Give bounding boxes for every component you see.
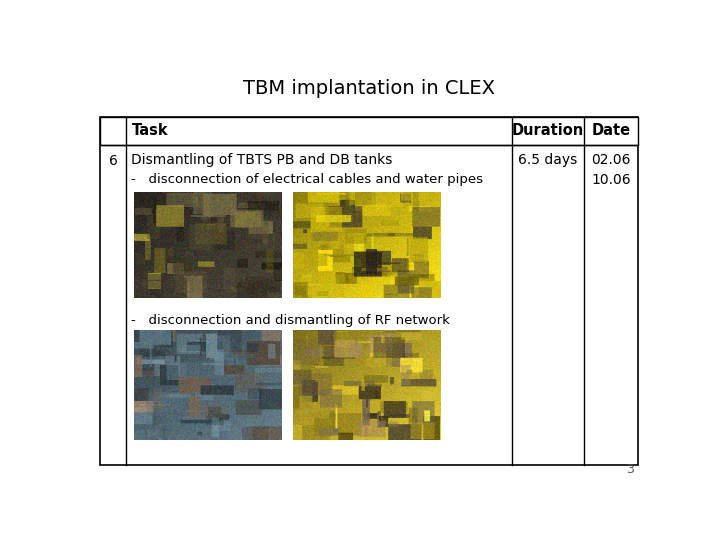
Text: 10.06: 10.06 bbox=[591, 173, 631, 187]
Bar bbox=[100, 117, 638, 465]
Text: -   disconnection of electrical cables and water pipes: - disconnection of electrical cables and… bbox=[132, 173, 483, 186]
Text: -   disconnection and dismantling of RF network: - disconnection and dismantling of RF ne… bbox=[132, 314, 450, 327]
Text: TBM implantation in CLEX: TBM implantation in CLEX bbox=[243, 79, 495, 98]
Text: Date: Date bbox=[592, 124, 631, 138]
Text: 3: 3 bbox=[626, 463, 634, 476]
Text: Task: Task bbox=[132, 124, 168, 138]
Text: Duration: Duration bbox=[512, 124, 584, 138]
Text: 6: 6 bbox=[109, 154, 117, 168]
Text: 6.5 days: 6.5 days bbox=[518, 152, 577, 166]
Text: 02.06: 02.06 bbox=[591, 152, 631, 166]
Text: Dismantling of TBTS PB and DB tanks: Dismantling of TBTS PB and DB tanks bbox=[132, 152, 393, 166]
Bar bbox=[100, 117, 638, 145]
